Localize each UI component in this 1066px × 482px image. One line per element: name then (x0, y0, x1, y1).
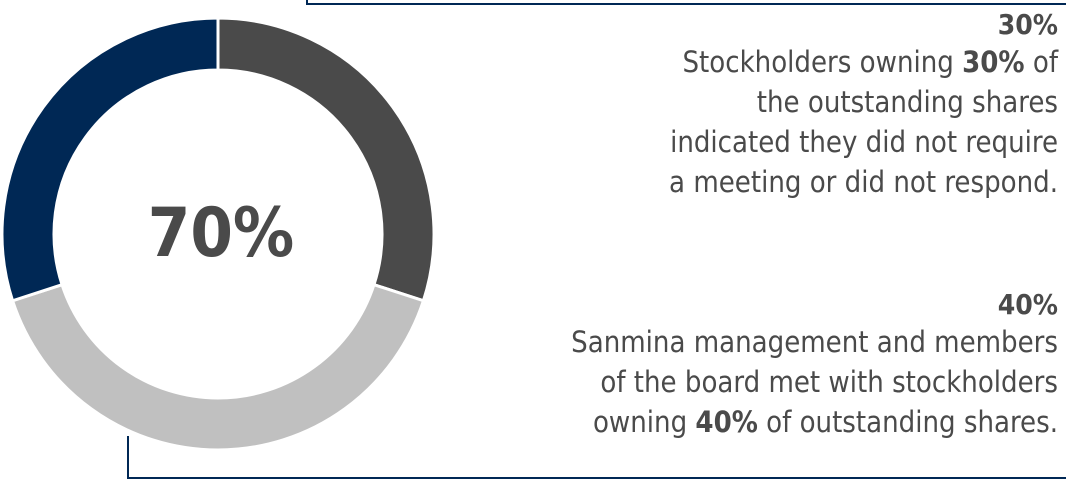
description-line: Sanmina management and members (438, 322, 1058, 362)
donut-segment-3 (0, 16, 220, 303)
description-line: Stockholders owning 30% of (538, 42, 1058, 82)
callout-frame-top (306, 0, 1066, 5)
donut-segment-1 (216, 16, 436, 303)
callout-40-percent: 40% Sanmina management and members of the… (438, 288, 1058, 442)
text-fragment: Stockholders owning (682, 45, 963, 79)
text-fragment: the outstanding shares (756, 85, 1058, 119)
text-fragment: of the board met with stockholders (600, 365, 1058, 399)
callout-30-percent: 30% Stockholders owning 30% of the outsta… (538, 8, 1058, 202)
text-fragment: of outstanding shares. (757, 405, 1058, 439)
text-fragment: Sanmina management and members (571, 325, 1058, 359)
text-fragment: of (1024, 45, 1058, 79)
description-line: a meeting or did not respond. (538, 162, 1058, 202)
highlight-percent: 30% (962, 45, 1025, 79)
highlight-percent: 40% (695, 405, 758, 439)
donut-segment-2 (10, 282, 426, 452)
description-line: of the board met with stockholders (438, 362, 1058, 402)
callout-percent: 40% (997, 288, 1058, 321)
text-fragment: owning (592, 405, 696, 439)
callout-percent: 30% (997, 8, 1058, 41)
donut-center-label: 70% (148, 194, 294, 273)
callout-description: Sanmina management and members of the boa… (438, 322, 1058, 442)
callout-frame-bottom (127, 436, 1066, 479)
text-fragment: indicated they did not require (670, 125, 1058, 159)
text-fragment: a meeting or did not respond. (669, 165, 1058, 199)
description-line: indicated they did not require (538, 122, 1058, 162)
callout-description: Stockholders owning 30% of the outstandin… (538, 42, 1058, 202)
description-line: owning 40% of outstanding shares. (438, 402, 1058, 442)
description-line: the outstanding shares (538, 82, 1058, 122)
